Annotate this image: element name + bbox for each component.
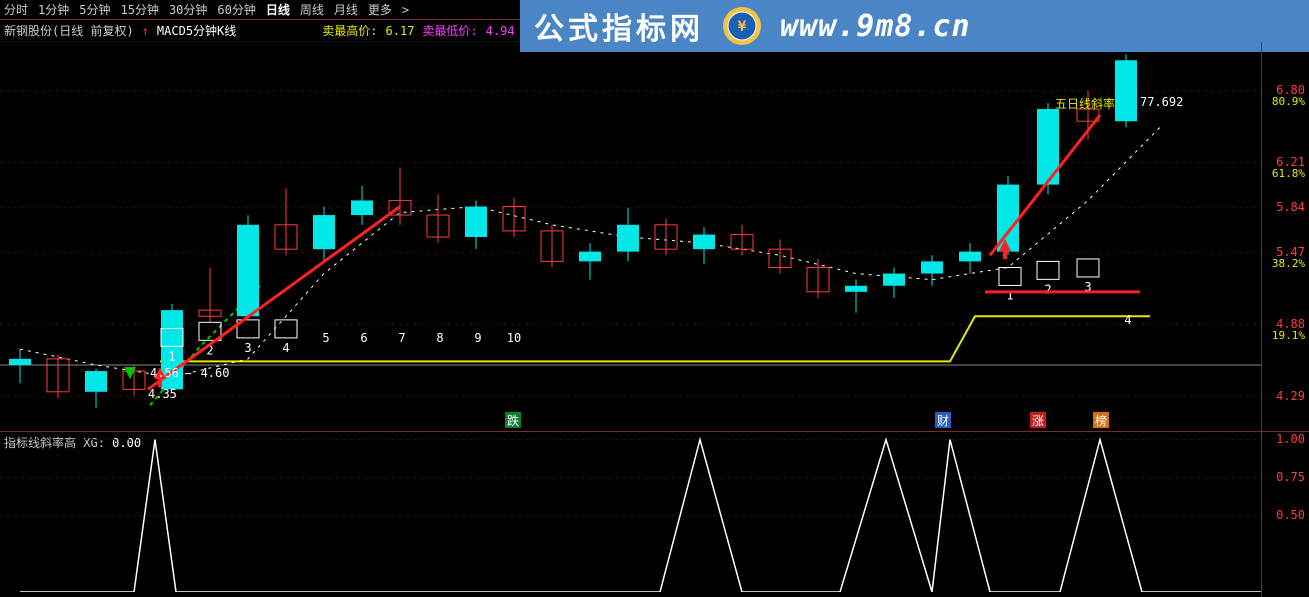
svg-text:2: 2: [1044, 282, 1051, 296]
y-tick-pct: 61.8%: [1272, 167, 1305, 180]
high-value: 6.17: [386, 24, 415, 38]
stock-name: 新钢股份(日线 前复权): [4, 22, 134, 39]
y-tick-price: 4.29: [1276, 389, 1305, 403]
tag-plate: 榜: [1093, 412, 1109, 428]
svg-text:5: 5: [322, 331, 329, 345]
tab-1m[interactable]: 1分钟: [38, 1, 69, 18]
tab-more[interactable]: 更多: [368, 1, 392, 18]
svg-text:8: 8: [436, 331, 443, 345]
tab-week[interactable]: 周线: [300, 1, 324, 18]
y-tick-price: 5.84: [1276, 200, 1305, 214]
tab-60m[interactable]: 60分钟: [217, 1, 255, 18]
tab-month[interactable]: 月线: [334, 1, 358, 18]
y-tick-pct: 19.1%: [1272, 329, 1305, 342]
svg-text:1: 1: [168, 349, 175, 363]
sub-y-tick: 1.00: [1276, 432, 1305, 446]
tag-plate: 涨: [1030, 412, 1046, 428]
low-label: 卖最低价:: [422, 22, 477, 39]
tag-plate: 财: [935, 412, 951, 428]
svg-text:7: 7: [398, 331, 405, 345]
svg-text:3: 3: [244, 341, 251, 355]
svg-text:¥: ¥: [738, 19, 747, 35]
tab-day[interactable]: 日线: [266, 1, 290, 18]
low-value: 4.94: [486, 24, 515, 38]
tab-5m[interactable]: 5分钟: [79, 1, 110, 18]
indicator-name: MACD5分钟K线: [157, 22, 236, 39]
tab-15m[interactable]: 15分钟: [120, 1, 158, 18]
arrow-up-icon: ↑: [142, 24, 149, 38]
tab-30m[interactable]: 30分钟: [169, 1, 207, 18]
svg-text:4: 4: [282, 341, 289, 355]
banner-url: www.9m8.cn: [780, 9, 971, 44]
svg-text:6: 6: [360, 331, 367, 345]
sub-y-axis: 1.00 0.75 0.50: [1261, 432, 1309, 597]
y-tick-pct: 80.9%: [1272, 95, 1305, 108]
kline-chart[interactable]: 123412356789104 6.8080.9%6.2161.8%5.845.…: [0, 42, 1309, 432]
sub-y-tick: 0.75: [1276, 470, 1305, 484]
svg-text:4: 4: [1124, 313, 1131, 327]
tag-plate: 跌: [505, 412, 521, 428]
tab-tick[interactable]: 分时: [4, 1, 28, 18]
y-axis: 6.8080.9%6.2161.8%5.845.4738.2%4.8819.1%…: [1261, 42, 1309, 431]
svg-text:9: 9: [474, 331, 481, 345]
chevron-right-icon[interactable]: >: [402, 3, 409, 17]
svg-text:10: 10: [507, 331, 521, 345]
y-tick-pct: 38.2%: [1272, 257, 1305, 270]
site-logo-icon: ¥: [722, 6, 762, 46]
sub-y-tick: 0.50: [1276, 508, 1305, 522]
high-label: 卖最高价:: [322, 22, 377, 39]
sub-indicator-panel[interactable]: 指标线斜率高 XG: 0.00 1.000.750.50: [0, 432, 1309, 597]
